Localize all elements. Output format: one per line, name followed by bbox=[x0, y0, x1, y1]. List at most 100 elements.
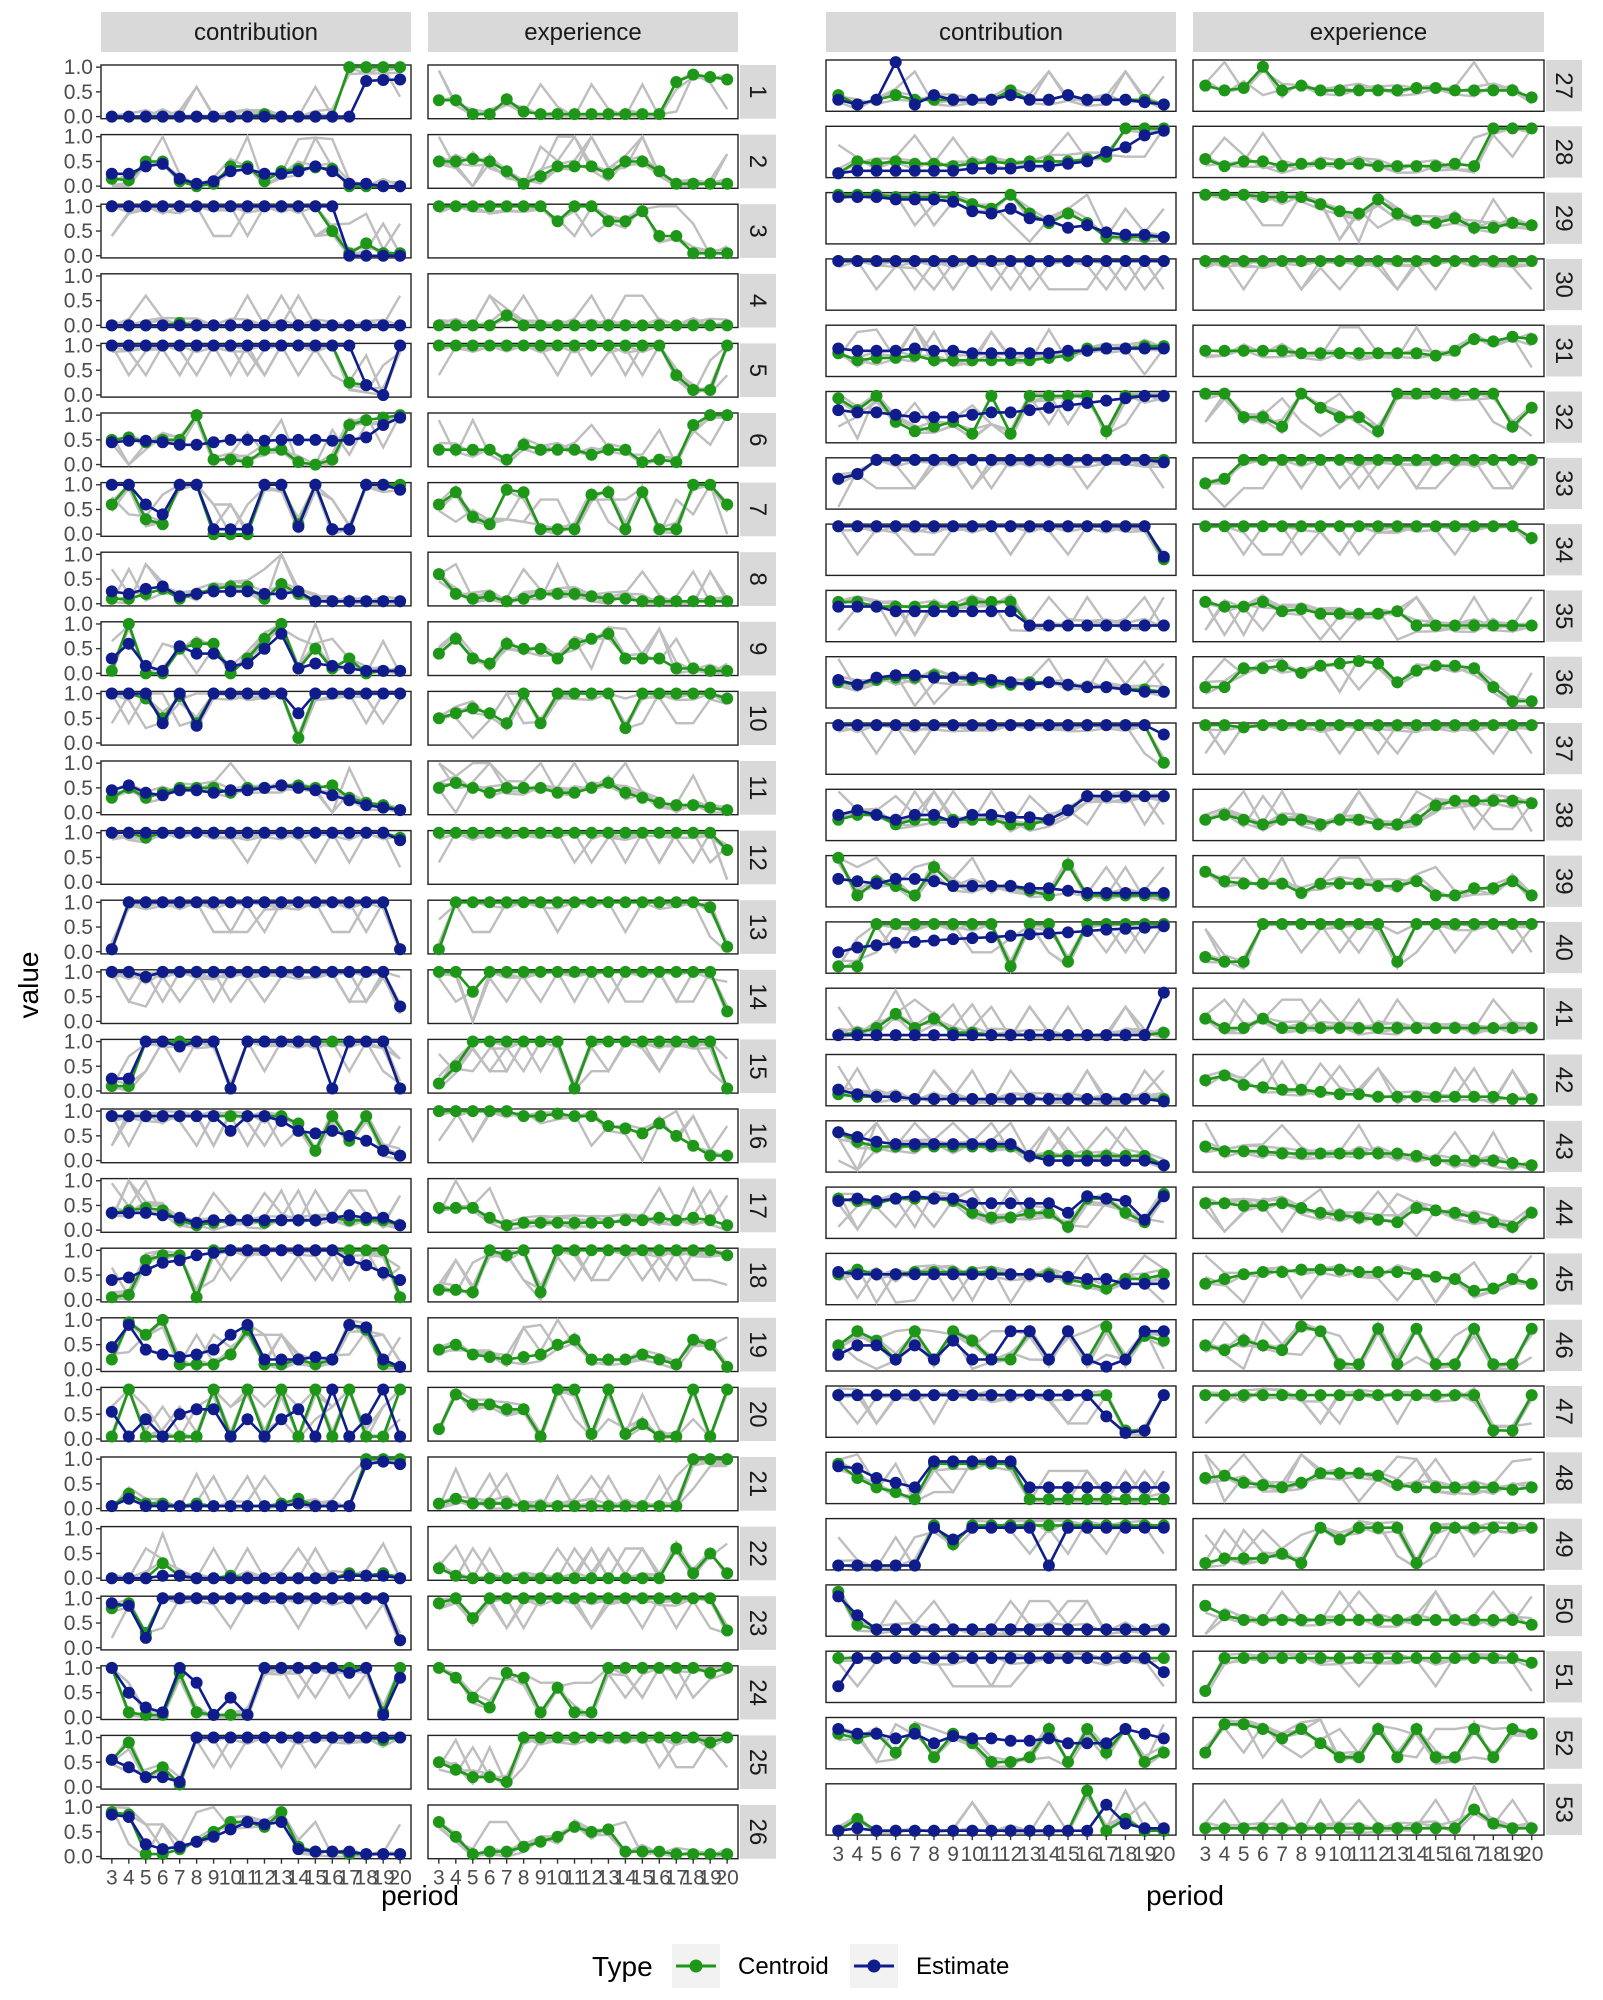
estimate-point bbox=[947, 195, 960, 208]
estimate-point bbox=[1042, 882, 1055, 895]
estimate-point bbox=[947, 1652, 960, 1664]
estimate-point bbox=[224, 1500, 237, 1513]
estimate-point bbox=[139, 434, 152, 447]
centroid-point bbox=[1468, 1481, 1481, 1494]
centroid-point bbox=[721, 1661, 734, 1674]
centroid-point bbox=[432, 568, 445, 581]
y-tick-label: 0.0 bbox=[64, 1846, 93, 1869]
estimate-point bbox=[190, 1500, 203, 1513]
facet-panel bbox=[427, 1661, 739, 1721]
centroid-point bbox=[1333, 1822, 1346, 1835]
centroid-point bbox=[687, 419, 700, 431]
centroid-point bbox=[636, 965, 649, 978]
centroid-point bbox=[1372, 84, 1385, 97]
estimate-point bbox=[889, 1732, 902, 1745]
centroid-point bbox=[1218, 1197, 1231, 1210]
estimate-point bbox=[928, 1455, 940, 1468]
estimate-point bbox=[870, 191, 883, 203]
facet-row-strip bbox=[1546, 1584, 1582, 1637]
centroid-point bbox=[275, 1806, 288, 1819]
centroid-point bbox=[1410, 1149, 1423, 1162]
x-tick-label: 6 bbox=[1257, 1843, 1269, 1866]
centroid-point bbox=[1487, 520, 1500, 533]
facet-row-label: 40 bbox=[1550, 934, 1577, 961]
centroid-point bbox=[1468, 1154, 1481, 1167]
estimate-point bbox=[870, 1727, 883, 1740]
centroid-point bbox=[704, 1430, 717, 1443]
estimate-point bbox=[1042, 1824, 1055, 1837]
centroid-point bbox=[721, 595, 734, 608]
facet-row-strip bbox=[1546, 60, 1582, 112]
centroid-point bbox=[704, 319, 717, 332]
facet-panel bbox=[1192, 1782, 1545, 1836]
estimate-point bbox=[360, 1458, 373, 1471]
estimate-point bbox=[966, 347, 979, 360]
centroid-point bbox=[1352, 1022, 1365, 1034]
centroid-point bbox=[1256, 1339, 1269, 1352]
estimate-point bbox=[889, 56, 902, 69]
facet-panel bbox=[100, 1453, 412, 1513]
centroid-point bbox=[670, 230, 683, 242]
centroid-point bbox=[636, 1127, 649, 1140]
centroid-point bbox=[1333, 1614, 1346, 1626]
centroid-point bbox=[1237, 1614, 1250, 1626]
estimate-point bbox=[394, 1274, 407, 1286]
centroid-point bbox=[687, 1453, 700, 1466]
facet-panel bbox=[427, 200, 739, 260]
estimate-point bbox=[292, 433, 305, 446]
estimate-point bbox=[870, 406, 883, 419]
centroid-point bbox=[1468, 794, 1481, 807]
facet-panel bbox=[1192, 1517, 1545, 1571]
member-trajectory-line bbox=[438, 1546, 729, 1581]
centroid-point bbox=[551, 1383, 564, 1396]
centroid-point bbox=[687, 247, 700, 260]
estimate-point bbox=[966, 93, 979, 106]
estimate-point bbox=[309, 1127, 322, 1140]
centroid-point bbox=[1314, 1206, 1327, 1219]
x-tick-label: 8 bbox=[191, 1867, 203, 1890]
estimate-point bbox=[1100, 226, 1113, 239]
centroid-point bbox=[653, 1035, 666, 1048]
centroid-point bbox=[139, 513, 152, 526]
centroid-point bbox=[1372, 1322, 1385, 1335]
x-tick-label: 4 bbox=[450, 1867, 462, 1890]
centroid-point bbox=[1100, 1282, 1113, 1295]
estimate-point bbox=[275, 1353, 288, 1366]
centroid-point bbox=[1100, 1320, 1113, 1333]
estimate-point bbox=[1062, 1154, 1074, 1167]
centroid-point bbox=[551, 1107, 564, 1120]
centroid-point bbox=[1487, 681, 1500, 694]
centroid-point bbox=[670, 687, 683, 700]
x-tick-label: 11 bbox=[564, 1867, 586, 1890]
centroid-point bbox=[1391, 1090, 1404, 1103]
centroid-point bbox=[585, 590, 598, 603]
facet-row-label: 42 bbox=[1550, 1067, 1577, 1094]
centroid-point bbox=[517, 339, 530, 352]
centroid-point bbox=[483, 826, 496, 839]
centroid-point bbox=[1506, 1822, 1519, 1835]
centroid-point bbox=[636, 1500, 649, 1513]
centroid-point bbox=[517, 1110, 530, 1123]
facet-panel bbox=[1192, 1716, 1545, 1770]
centroid-point bbox=[466, 339, 479, 352]
centroid-point bbox=[1199, 865, 1212, 878]
estimate-point bbox=[947, 1093, 960, 1105]
estimate-point bbox=[173, 590, 186, 603]
facet-panel bbox=[427, 621, 739, 677]
centroid-point bbox=[1218, 875, 1231, 888]
estimate-point bbox=[1062, 453, 1074, 466]
estimate-point bbox=[292, 1403, 305, 1416]
estimate-point bbox=[1081, 453, 1094, 466]
centroid-point bbox=[1410, 1652, 1423, 1664]
facet-row-label: 9 bbox=[744, 642, 771, 655]
facet-row-label: 11 bbox=[744, 775, 771, 800]
estimate-point bbox=[832, 1680, 845, 1693]
estimate-point bbox=[275, 1572, 288, 1585]
estimate-point bbox=[947, 1138, 960, 1151]
estimate-point bbox=[1081, 1273, 1094, 1285]
estimate-point bbox=[309, 826, 322, 839]
estimate-point bbox=[889, 255, 902, 267]
estimate-point bbox=[947, 1268, 960, 1281]
estimate-point bbox=[1119, 93, 1132, 106]
estimate-point bbox=[258, 1110, 271, 1123]
